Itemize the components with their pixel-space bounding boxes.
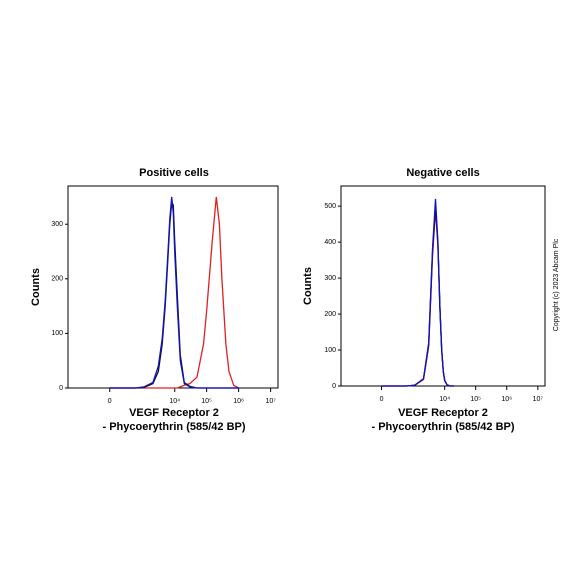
y-tick-label: 100	[51, 330, 63, 337]
x-tick-label: 10⁵	[201, 398, 212, 405]
x-tick-label: 10⁶	[501, 396, 512, 403]
y-tick-label: 400	[324, 239, 336, 246]
histogram-line	[109, 196, 239, 389]
y-tick-label: 300	[51, 221, 63, 228]
x-axis-label: - Phycoerythrin (585/42 BP)	[371, 421, 514, 433]
y-tick-label: 300	[324, 275, 336, 282]
y-tick-label: 200	[51, 276, 63, 283]
plot-frame	[340, 185, 546, 387]
y-axis-label: Counts	[302, 267, 314, 305]
histogram-line	[381, 209, 454, 387]
histogram-line	[381, 206, 454, 387]
x-tick-label: 10⁵	[470, 396, 481, 403]
x-tick-label: 0	[108, 398, 112, 405]
chart-title: Negative cells	[406, 167, 479, 179]
x-tick-label: 0	[380, 396, 384, 403]
x-tick-label: 10⁴	[439, 396, 450, 403]
x-tick-label: 10⁶	[233, 398, 244, 405]
x-axis-label: - Phycoerythrin (585/42 BP)	[102, 421, 245, 433]
y-tick-label: 200	[324, 311, 336, 318]
y-tick-label: 100	[324, 347, 336, 354]
x-axis-label: VEGF Receptor 2	[129, 407, 219, 419]
histogram-line	[109, 196, 239, 389]
x-tick-label: 10⁷	[265, 398, 276, 405]
chart-title: Positive cells	[139, 167, 209, 179]
y-axis-label: Counts	[30, 268, 42, 306]
histogram-line	[381, 198, 454, 387]
y-tick-label: 0	[59, 385, 63, 392]
copyright: Copyright (c) 2023 Abcam Plc	[553, 238, 560, 331]
y-tick-label: 500	[324, 203, 336, 210]
x-tick-label: 10⁴	[169, 398, 180, 405]
y-tick-label: 0	[332, 383, 336, 390]
x-tick-label: 10⁷	[533, 396, 544, 403]
x-axis-label: VEGF Receptor 2	[398, 407, 488, 419]
